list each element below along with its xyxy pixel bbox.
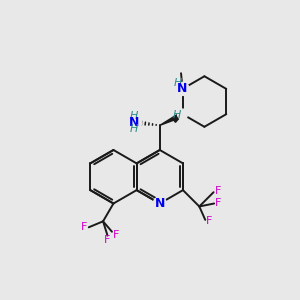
Text: F: F: [215, 199, 221, 208]
Text: H: H: [130, 111, 139, 121]
Polygon shape: [173, 114, 182, 122]
Text: F: F: [81, 222, 87, 232]
Text: H: H: [130, 124, 139, 134]
Circle shape: [127, 115, 142, 130]
Text: N: N: [177, 82, 188, 95]
Text: F: F: [104, 236, 111, 245]
Text: H: H: [172, 110, 181, 120]
Text: H: H: [174, 78, 182, 88]
Text: F: F: [214, 186, 221, 196]
Text: N: N: [129, 116, 140, 129]
Circle shape: [153, 197, 166, 210]
Text: F: F: [113, 230, 119, 240]
Polygon shape: [160, 112, 184, 125]
Text: N: N: [154, 197, 165, 210]
Circle shape: [178, 109, 188, 119]
Text: F: F: [206, 216, 213, 226]
Circle shape: [176, 82, 189, 95]
